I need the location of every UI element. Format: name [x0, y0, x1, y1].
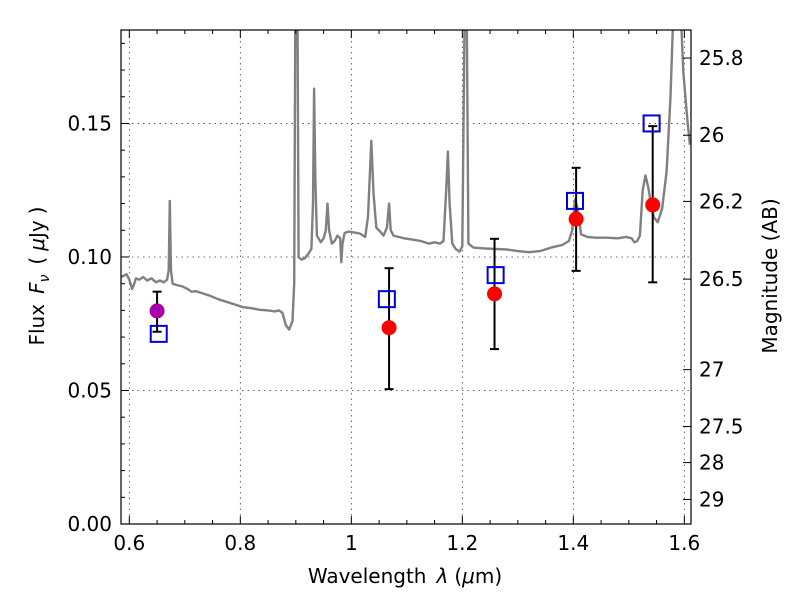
data-point — [568, 211, 584, 227]
x-tick-label: 0.6 — [113, 531, 145, 555]
x-tick-label: 1.6 — [668, 531, 700, 555]
model-square — [566, 191, 585, 210]
x-tick-label: 0.8 — [224, 531, 256, 555]
data-point — [149, 303, 165, 319]
right-axis-tick-label: 27 — [699, 358, 724, 382]
points-layer — [149, 197, 661, 336]
model-square — [149, 324, 168, 343]
right-axis-tick-label: 26 — [699, 123, 724, 147]
y-axis-label: FluxFν(μJy) — [25, 206, 53, 345]
y-tick-label: 0.10 — [67, 245, 112, 269]
data-point — [645, 197, 661, 213]
errorbar-layer — [152, 125, 658, 391]
model-square — [486, 266, 505, 285]
y-tick-label: 0.05 — [67, 378, 112, 402]
squares-layer — [149, 114, 661, 343]
model-square — [642, 114, 661, 133]
data-point — [381, 320, 397, 336]
model-square — [377, 290, 396, 309]
spectrum-line — [121, 30, 691, 331]
ticks-layer: 0.6 0.8 1 1.2 1.4 1.6 0.00 0.05 0.10 0.15 25.8 26 26… — [67, 30, 744, 555]
right-axis-tick-label: 26.2 — [699, 189, 744, 213]
plot-frame — [120, 29, 692, 525]
x-tick-label: 1.2 — [446, 531, 478, 555]
spectrum-layer — [121, 30, 691, 331]
frame-layer — [120, 29, 692, 525]
grid-layer — [121, 30, 691, 524]
right-axis-tick-label: 29 — [699, 487, 724, 511]
x-axis-label: Wavelength λ (μm) — [308, 564, 502, 588]
right-axis-tick-label: 25.8 — [699, 46, 744, 70]
y-tick-label: 0.00 — [67, 512, 112, 536]
y-tick-label: 0.15 — [67, 111, 112, 135]
right-axis-tick-label: 28 — [699, 451, 724, 475]
right-axis-tick-label: 27.5 — [699, 415, 744, 439]
x-tick-label: 1.4 — [557, 531, 589, 555]
right-axis-label: Magnitude (AB) — [758, 198, 782, 353]
right-axis-tick-label: 26.5 — [699, 267, 744, 291]
x-tick-label: 1 — [345, 531, 358, 555]
data-point — [487, 286, 503, 302]
